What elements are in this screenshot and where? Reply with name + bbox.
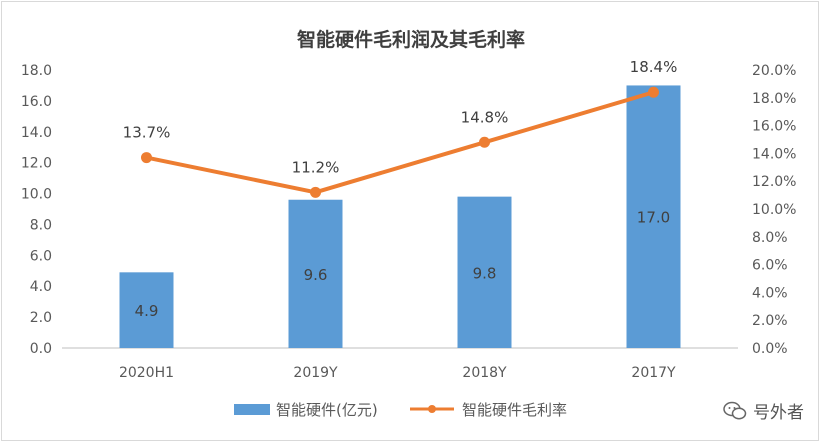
- left-tick-label: 14.0: [21, 125, 52, 141]
- legend-line-label: 智能硬件毛利率: [462, 401, 567, 419]
- right-tick-label: 14.0%: [752, 146, 796, 162]
- left-tick-label: 18.0: [21, 63, 52, 79]
- left-tick-label: 2.0: [30, 310, 52, 326]
- left-tick-label: 4.0: [30, 279, 52, 295]
- bar: [288, 199, 343, 348]
- right-axis: 0.0% 2.0% 4.0% 6.0% 8.0% 10.0% 12.0% 14.0% 16.0%…: [752, 63, 796, 357]
- left-tick-label: 12.0: [21, 156, 52, 172]
- right-tick-label: 18.0%: [752, 91, 796, 107]
- right-tick-label: 2.0%: [752, 313, 788, 329]
- x-tick-label: 2018Y: [462, 365, 507, 381]
- right-tick-label: 20.0%: [752, 63, 796, 79]
- line-point: [141, 152, 152, 164]
- left-axis: 0.0 2.0 4.0 6.0 8.0 10.0 12.0 14.0 16.0 18.0: [21, 63, 52, 357]
- right-tick-label: 16.0%: [752, 119, 796, 135]
- right-tick-label: 0.0%: [752, 341, 788, 357]
- watermark-text: 号外者: [753, 403, 804, 423]
- bar-data-label: 4.9: [135, 302, 159, 320]
- x-tick-label: 2019Y: [293, 365, 338, 381]
- legend-bar-swatch: [234, 404, 270, 415]
- line-data-label: 11.2%: [292, 158, 340, 176]
- line-point: [479, 136, 490, 148]
- line-point: [310, 186, 321, 198]
- chart-title: 智能硬件毛利润及其毛利率: [297, 28, 525, 51]
- bar-series: 4.9 9.6 9.8 17.0: [119, 85, 681, 348]
- line-data-label: 18.4%: [630, 58, 678, 76]
- right-tick-label: 4.0%: [752, 285, 788, 301]
- right-tick-label: 6.0%: [752, 258, 788, 274]
- right-tick-label: 10.0%: [752, 202, 796, 218]
- watermark: 号外者: [723, 398, 804, 423]
- bar-data-label: 17.0: [637, 209, 670, 227]
- margin-line: [146, 90, 655, 195]
- bar-data-label: 9.6: [304, 266, 328, 284]
- legend-bar-label: 智能硬件(亿元): [276, 401, 378, 419]
- right-tick-label: 12.0%: [752, 174, 796, 190]
- x-tick-label: 2017Y: [631, 365, 676, 381]
- bar-data-label: 9.8: [473, 264, 497, 282]
- legend: 智能硬件(亿元) 智能硬件毛利率: [234, 401, 567, 419]
- left-tick-label: 0.0: [30, 341, 52, 357]
- left-tick-label: 8.0: [30, 217, 52, 233]
- line-series: 13.7% 11.2% 14.8% 18.4%: [123, 58, 678, 198]
- line-data-label: 13.7%: [123, 124, 171, 142]
- bar: [457, 196, 512, 348]
- x-tick-label: 2020H1: [119, 365, 174, 381]
- left-tick-label: 10.0: [21, 187, 52, 203]
- wechat-icon: [723, 401, 747, 419]
- left-tick-label: 6.0: [30, 248, 52, 264]
- x-axis: 2020H1 2019Y 2018Y 2017Y: [119, 365, 676, 381]
- right-tick-label: 8.0%: [752, 230, 788, 246]
- legend-line-marker: [428, 405, 436, 413]
- line-data-label: 14.8%: [461, 108, 509, 126]
- bar: [626, 85, 681, 348]
- left-tick-label: 16.0: [21, 94, 52, 110]
- bar: [119, 272, 174, 348]
- line-point: [648, 86, 659, 98]
